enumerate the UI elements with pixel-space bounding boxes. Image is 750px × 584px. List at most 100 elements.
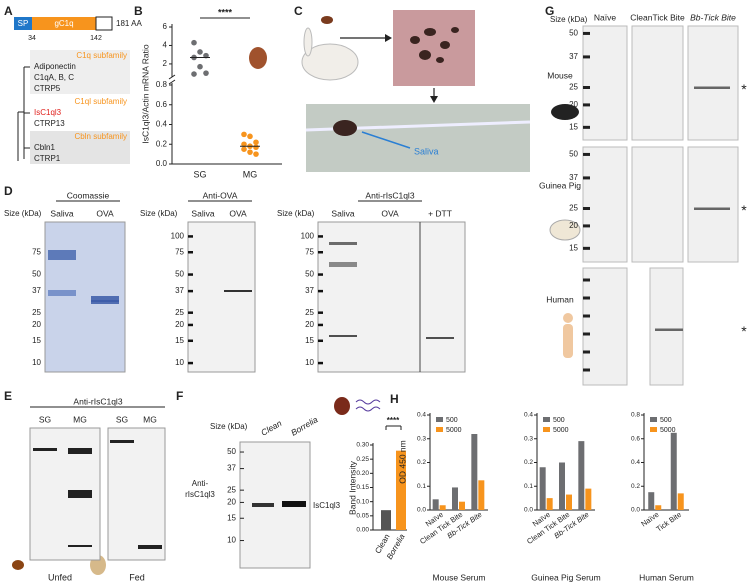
y-tick-label: 0.2 [631, 483, 640, 490]
legend-label: 5000 [553, 427, 569, 434]
bar [539, 467, 546, 510]
bar [471, 434, 478, 510]
arrow-head [385, 34, 392, 42]
data-point [253, 139, 259, 146]
label: Human Serum [639, 572, 694, 582]
data-point [241, 131, 247, 138]
group-box [30, 96, 130, 129]
gel [582, 25, 628, 141]
size-label: 10 [305, 358, 314, 367]
y-tick-label: 0.0 [524, 507, 533, 514]
gel [317, 221, 466, 373]
size-label: 50 [569, 29, 578, 38]
y-tick-label: 0.25 [356, 456, 369, 463]
label: Anti-OVA [203, 190, 238, 200]
tick-icon [334, 397, 350, 415]
band [426, 337, 454, 339]
size-label: 25 [569, 204, 578, 213]
size-label: 37 [569, 173, 578, 182]
y-tick-label: 0.20 [356, 470, 369, 477]
rabbit-icon [301, 43, 359, 81]
size-label: 25 [175, 308, 184, 317]
y-tick-label: 0.0 [417, 507, 426, 514]
label: SG [39, 414, 51, 424]
size-label: 20 [305, 320, 314, 329]
size-label: 50 [227, 447, 236, 456]
y-tick-label: 0.05 [356, 513, 369, 520]
bar [578, 441, 585, 510]
domain-tail [95, 16, 113, 31]
band [252, 503, 274, 507]
size-label: 20 [569, 100, 578, 109]
label: 34 [28, 35, 36, 42]
label: rIsC1ql3 [185, 490, 215, 499]
saliva-arrow [361, 131, 411, 149]
data-point [241, 141, 247, 148]
axis-break [168, 79, 176, 85]
gel [582, 146, 628, 263]
label: Cbln subfamily [75, 132, 127, 141]
bar [452, 487, 458, 510]
size-label: 37 [569, 52, 578, 61]
size-label: 15 [569, 122, 578, 131]
data-point [247, 133, 253, 140]
y-tick-label: 0.4 [417, 412, 426, 419]
data-point [191, 39, 197, 46]
y-tick-label: 6 [163, 22, 168, 31]
band [48, 250, 76, 260]
rabbit-ear [303, 27, 313, 57]
y-tick-label: 0.3 [417, 435, 426, 442]
band [48, 290, 76, 296]
y-tick-label: 0.2 [524, 459, 533, 466]
size-label: 50 [569, 150, 578, 159]
label: gC1q [54, 19, 73, 28]
axis-break [168, 74, 176, 80]
data-point [253, 144, 259, 151]
size-label: 100 [171, 232, 185, 241]
label: Anti-rIsC1ql3 [365, 190, 414, 200]
size-label: 10 [32, 358, 41, 367]
arrow-head [430, 96, 438, 103]
size-label: 50 [32, 270, 41, 279]
bar [670, 432, 677, 510]
label: C1q subfamily [76, 51, 127, 60]
bar [546, 498, 553, 510]
label: IsC1ql3 [313, 501, 341, 510]
label: CleanTick Bite [630, 12, 685, 22]
label: Human [546, 294, 574, 304]
y-tick-label: 0.8 [631, 412, 640, 419]
label: Saliva [191, 208, 214, 218]
label: Borrelia [289, 414, 320, 437]
group-box [30, 50, 130, 94]
group-box [30, 131, 130, 164]
label: Size (kDa) [4, 209, 42, 218]
label: OVA [229, 208, 247, 218]
label: Saliva [50, 208, 73, 218]
label: + DTT [428, 208, 452, 218]
photo-skin [393, 10, 475, 86]
band [138, 545, 162, 549]
band [329, 335, 357, 337]
size-label: 50 [305, 270, 314, 279]
data-point [191, 71, 197, 77]
bar [677, 493, 684, 510]
size-label: 25 [569, 83, 578, 92]
y-tick-label: 0.2 [156, 139, 168, 148]
label: Size (kDa) [550, 15, 588, 24]
y-tick-label: 0.2 [417, 459, 426, 466]
band [110, 440, 134, 443]
label: **** [218, 7, 233, 17]
size-label: 20 [32, 320, 41, 329]
tick-icon [321, 16, 333, 24]
band [282, 501, 306, 507]
label: OD 450 nm [397, 440, 407, 483]
label: IsC1ql3 [34, 108, 62, 117]
size-label: 37 [175, 286, 184, 295]
bar [648, 492, 655, 510]
legend-label: 500 [660, 417, 672, 424]
band [655, 328, 683, 331]
human-head [563, 313, 573, 323]
label: Naïve [594, 12, 616, 22]
